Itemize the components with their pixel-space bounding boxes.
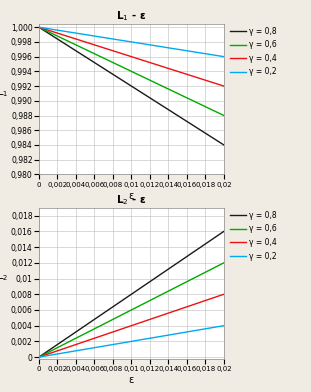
Title: L$_2$ - ε: L$_2$ - ε [116, 194, 146, 207]
Title: L$_1$ - ε: L$_1$ - ε [116, 9, 146, 23]
Y-axis label: L$_2$: L$_2$ [0, 269, 8, 283]
X-axis label: ε: ε [129, 191, 134, 201]
Legend: γ = 0,8, γ = 0,6, γ = 0,4, γ = 0,2: γ = 0,8, γ = 0,6, γ = 0,4, γ = 0,2 [230, 210, 277, 261]
X-axis label: ε: ε [129, 375, 134, 385]
Y-axis label: L$_1$: L$_1$ [0, 85, 8, 99]
Legend: γ = 0,8, γ = 0,6, γ = 0,4, γ = 0,2: γ = 0,8, γ = 0,6, γ = 0,4, γ = 0,2 [230, 26, 277, 77]
